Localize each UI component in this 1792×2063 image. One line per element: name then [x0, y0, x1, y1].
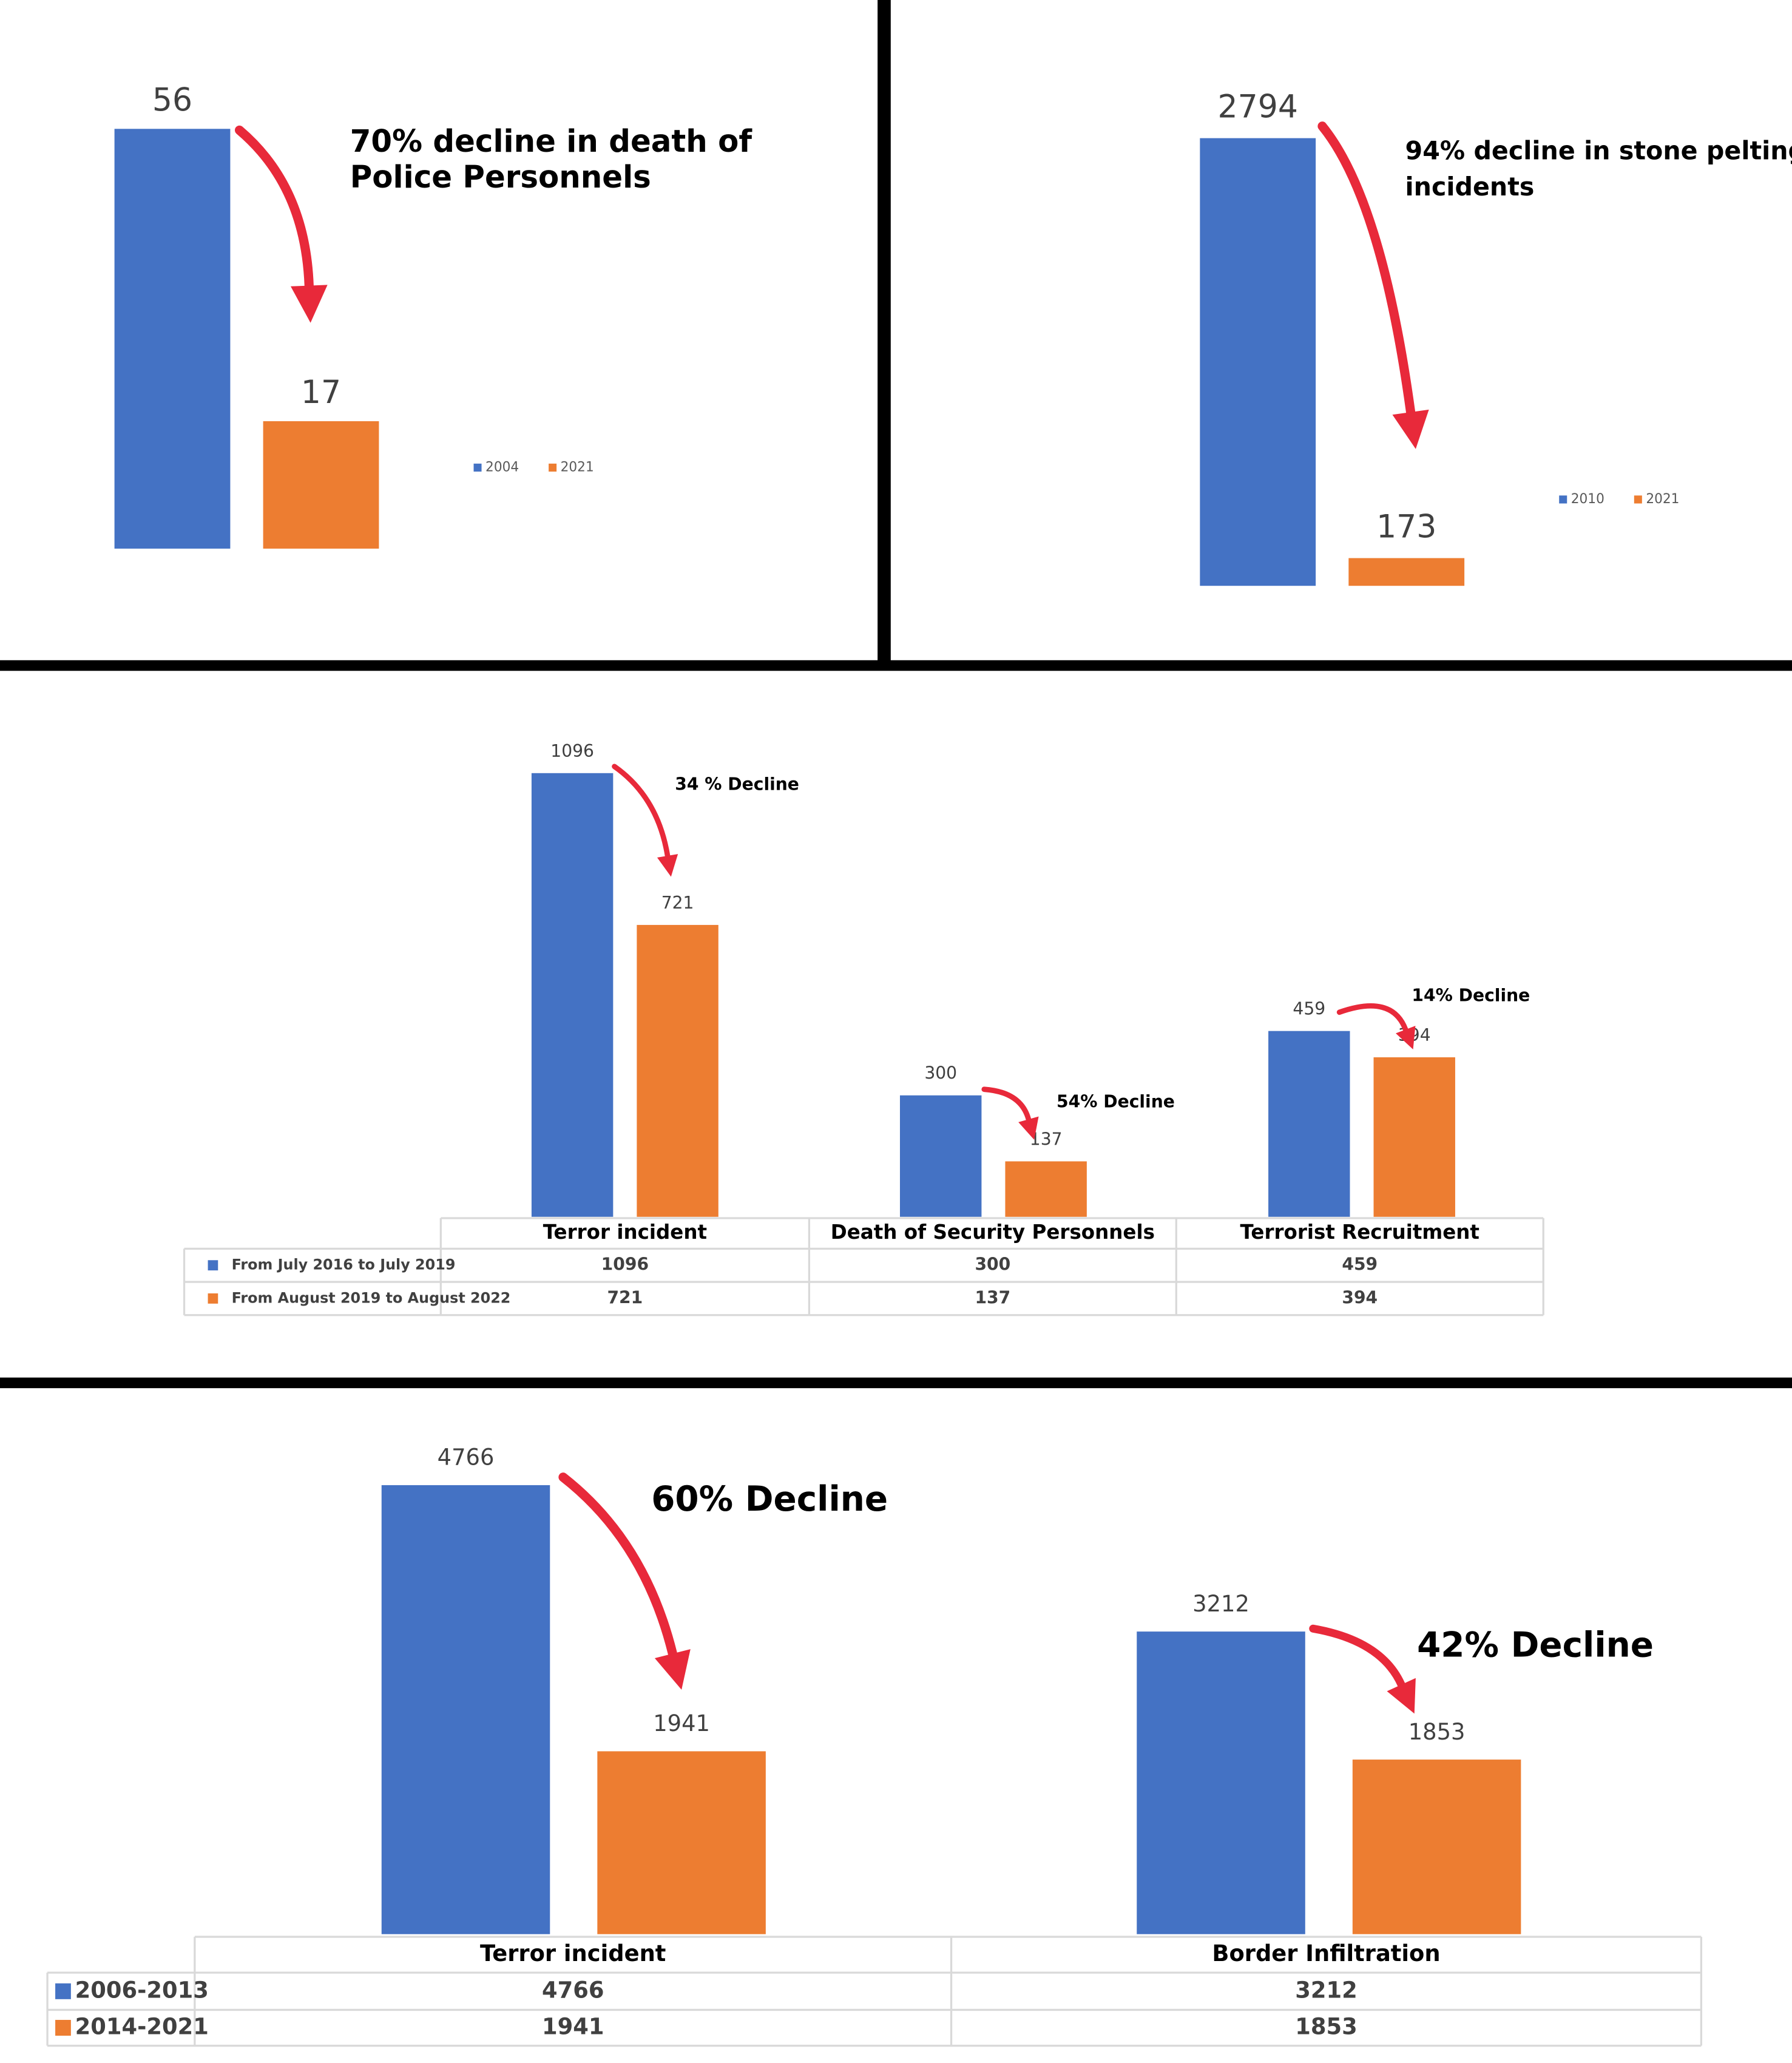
legend-swatch — [549, 463, 557, 472]
bar — [1200, 138, 1316, 586]
divider — [0, 660, 1792, 671]
legend-swatch — [55, 1983, 71, 1999]
data-label: 1096 — [550, 741, 594, 761]
data-label: 721 — [661, 893, 694, 913]
legend-label: 2021 — [561, 459, 594, 475]
table-value: 4766 — [542, 1977, 604, 2003]
legend-swatch — [55, 2019, 71, 2036]
legend-swatch — [208, 1293, 218, 1304]
table-header: Terror incident — [543, 1221, 707, 1244]
annotation: 54% Decline — [1057, 1092, 1175, 1112]
data-label: 459 — [1293, 999, 1325, 1019]
annotation: 14% Decline — [1412, 985, 1530, 1005]
table-value: 1096 — [601, 1255, 649, 1275]
legend-label: 2006-2013 — [75, 1977, 209, 2003]
bar — [1352, 1760, 1521, 1934]
arrow — [612, 764, 671, 859]
table-value: 1853 — [1295, 2013, 1358, 2039]
annotation: 60% Decline — [651, 1479, 888, 1519]
bar — [1268, 1031, 1350, 1217]
arrow — [1317, 121, 1416, 417]
legend-label: 2010 — [1571, 492, 1604, 507]
data-label: 1941 — [653, 1710, 710, 1736]
legend-swatch — [1634, 495, 1642, 504]
legend-label: 2004 — [485, 459, 519, 475]
arrow-head — [290, 285, 328, 323]
data-label: 56 — [152, 81, 192, 118]
table-value: 1941 — [542, 2013, 604, 2039]
bar — [597, 1751, 766, 1934]
arrow-head — [1396, 1026, 1416, 1050]
legend-label: 2021 — [1646, 492, 1679, 507]
table-header: Border Infiltration — [1212, 1940, 1440, 1966]
bar — [1373, 1057, 1455, 1217]
bar — [531, 773, 614, 1217]
legend-swatch — [208, 1260, 218, 1271]
annotation: 70% decline in death of — [350, 123, 753, 159]
bar — [263, 421, 379, 549]
annotation: 42% Decline — [1417, 1625, 1654, 1665]
divider — [0, 1377, 1792, 1389]
legend-swatch — [1559, 495, 1567, 504]
legend-label: From July 2016 to July 2019 — [232, 1256, 456, 1273]
arrow-head — [1392, 409, 1429, 449]
arrow-head — [1387, 1678, 1416, 1714]
data-label: 3212 — [1192, 1591, 1249, 1617]
bar — [1137, 1631, 1305, 1934]
annotation: Police Personnels — [350, 159, 651, 195]
bar — [900, 1095, 982, 1217]
data-label: 17 — [301, 374, 341, 411]
table-value: 3212 — [1295, 1977, 1358, 2003]
table-header: Terrorist Recruitment — [1240, 1221, 1479, 1244]
arrow-head — [1018, 1116, 1039, 1140]
data-label: 300 — [924, 1063, 957, 1083]
legend-swatch — [473, 463, 482, 472]
bar — [1348, 558, 1465, 586]
legend-label: 2014-2021 — [75, 2013, 209, 2039]
data-label: 2794 — [1218, 88, 1298, 125]
legend-label: From August 2019 to August 2022 — [232, 1289, 511, 1306]
table-value: 394 — [1342, 1287, 1378, 1307]
bar — [1005, 1161, 1087, 1217]
table-value: 459 — [1342, 1255, 1378, 1275]
table-header: Terror incident — [480, 1940, 666, 1966]
table-value: 137 — [975, 1287, 1010, 1307]
divider — [877, 0, 891, 665]
data-label: 4766 — [438, 1445, 495, 1471]
arrow — [1336, 1003, 1408, 1032]
data-label: 1853 — [1408, 1719, 1466, 1745]
arrow — [235, 125, 314, 291]
arrow — [558, 1472, 677, 1659]
arrow — [1309, 1624, 1405, 1689]
annotation: incidents — [1405, 172, 1535, 202]
annotation: 94% decline in stone pelting — [1405, 137, 1792, 166]
arrow — [981, 1086, 1032, 1122]
bar — [637, 924, 718, 1217]
data-label: 173 — [1376, 508, 1436, 545]
arrow-head — [654, 1649, 691, 1690]
bar — [381, 1485, 550, 1934]
table-header: Death of Security Personnels — [831, 1221, 1155, 1244]
arrow-head — [657, 854, 678, 877]
table-value: 721 — [607, 1287, 643, 1307]
table-value: 300 — [975, 1255, 1010, 1275]
bar — [114, 129, 231, 549]
annotation: 34 % Decline — [675, 774, 799, 794]
